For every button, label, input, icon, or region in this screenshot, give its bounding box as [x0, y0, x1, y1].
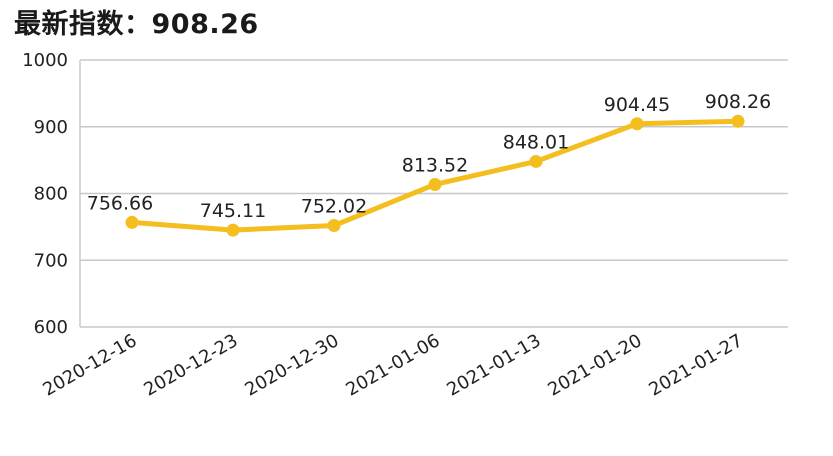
data-label: 904.45: [604, 94, 670, 116]
y-tick-label: 700: [34, 250, 68, 271]
data-label: 813.52: [402, 154, 468, 176]
data-labels: 756.66 745.11 752.02 813.52 848.01 904.45 908.…: [87, 91, 771, 222]
y-tick-label: 1000: [22, 50, 68, 71]
y-tick-label: 600: [34, 317, 68, 338]
gridlines: [80, 59, 788, 328]
x-tick-label: 2021-01-27: [645, 330, 746, 400]
x-tick-label: 2021-01-13: [443, 330, 544, 400]
data-label: 745.11: [200, 200, 266, 222]
y-axis-tick-labels: 600 700 800 900 1000: [22, 50, 68, 338]
data-point: [428, 177, 442, 191]
x-tick-label: 2020-12-30: [241, 330, 342, 400]
data-label: 756.66: [87, 192, 153, 214]
x-tick-label: 2021-01-06: [342, 330, 443, 400]
x-tick-label: 2020-12-23: [140, 330, 241, 400]
data-point: [226, 223, 240, 237]
x-axis-tick-labels: 2020-12-16 2020-12-23 2020-12-30 2021-01-06…: [39, 330, 746, 400]
chart-title: 最新指数：908.26: [14, 9, 259, 40]
x-tick-label: 2021-01-20: [544, 330, 645, 400]
data-point: [529, 154, 543, 168]
x-tick-label: 2020-12-16: [39, 330, 140, 400]
data-label: 752.02: [301, 196, 367, 218]
data-point: [327, 219, 341, 233]
y-tick-label: 900: [34, 117, 68, 138]
data-point: [125, 215, 139, 229]
data-label: 908.26: [705, 91, 771, 113]
data-point: [731, 114, 745, 128]
data-point: [630, 117, 644, 131]
data-points: [125, 114, 745, 237]
data-label: 848.01: [503, 131, 569, 153]
y-tick-label: 800: [34, 184, 68, 205]
